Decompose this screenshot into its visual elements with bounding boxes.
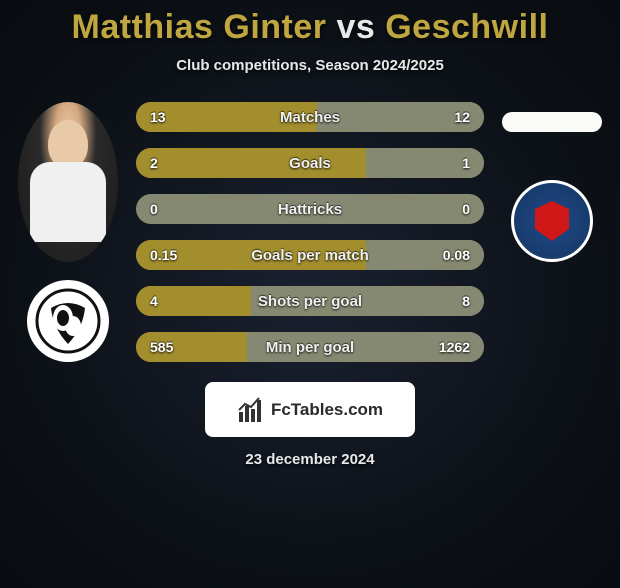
player2-photo-placeholder [502,112,602,132]
main-content: 13Matches12 2Goals1 0Hattricks0 0.15Goals p… [0,92,620,378]
stat-value-right: 0 [462,201,470,217]
stat-label: Goals [136,155,484,172]
chart-icon [237,396,265,424]
brand-footer: FcTables.com [205,382,415,437]
left-side [8,92,128,378]
player1-club-badge [27,280,109,362]
player1-photo [18,102,118,262]
freiburg-logo-icon [35,288,101,354]
brand-text: FcTables.com [271,400,383,420]
subtitle: Club competitions, Season 2024/2025 [0,57,620,74]
player2-name: Geschwill [385,8,548,46]
stat-label: Goals per match [136,247,484,264]
comparison-title: Matthias Ginter vs Geschwill [0,8,620,47]
player1-name: Matthias Ginter [72,8,327,46]
stat-value-right: 1 [462,155,470,171]
stats-table: 13Matches12 2Goals1 0Hattricks0 0.15Goals p… [128,92,492,378]
stat-row: 0.15Goals per match0.08 [136,240,484,270]
right-side [492,92,612,378]
stat-label: Min per goal [136,339,484,356]
stat-label: Matches [136,109,484,126]
stat-value-right: 1262 [439,339,470,355]
stat-label: Hattricks [136,201,484,218]
stat-row: 13Matches12 [136,102,484,132]
stat-label: Shots per goal [136,293,484,310]
vs-label: vs [336,8,375,46]
stat-row: 0Hattricks0 [136,194,484,224]
date-label: 23 december 2024 [0,451,620,468]
stat-row: 585Min per goal1262 [136,332,484,362]
stat-row: 4Shots per goal8 [136,286,484,316]
stat-value-right: 0.08 [443,247,470,263]
stat-row: 2Goals1 [136,148,484,178]
stat-value-right: 8 [462,293,470,309]
stat-value-right: 12 [454,109,470,125]
player2-club-badge [511,180,593,262]
